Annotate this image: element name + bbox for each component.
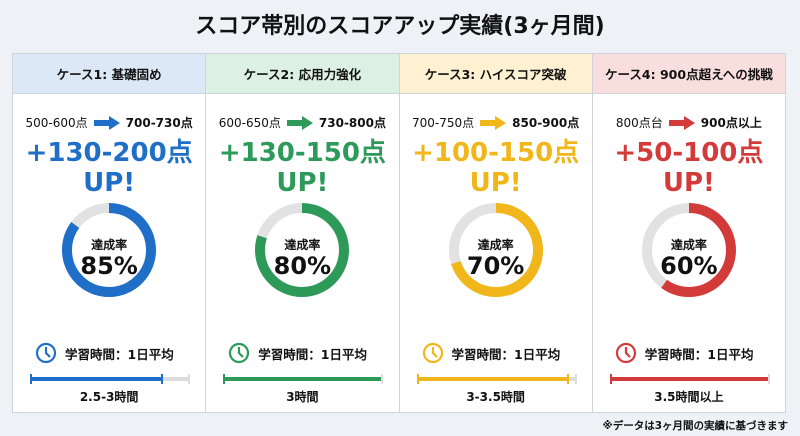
rate-label: 達成率	[670, 238, 707, 252]
clock-icon	[229, 342, 250, 364]
donut-arc	[641, 203, 736, 297]
score-range: 700-750点 850-900点	[400, 114, 592, 131]
study-time-bar	[30, 374, 190, 384]
case-header: ケース4: 900点超えへの挑戦	[592, 54, 785, 94]
case-cards: ケース1: 基礎固め 500-600点 700-730点 +130-200点 UP…	[12, 53, 786, 413]
up-text: UP!	[469, 168, 522, 198]
score-gain: +100-150点 UP!	[400, 138, 592, 198]
achievement-donut	[62, 203, 157, 297]
study-label: 学習時間：1日平均	[65, 346, 174, 362]
study-time: 学習時間：1日平均	[35, 342, 174, 364]
donut-arc	[448, 203, 543, 297]
study-label: 学習時間：1日平均	[258, 346, 367, 362]
up-text: UP!	[662, 168, 715, 198]
arrow-right-icon	[93, 115, 120, 130]
study-time-bar	[223, 374, 384, 384]
score-range: 500-600点 700-730点	[13, 114, 205, 131]
achievement-donut	[448, 203, 543, 297]
rate-value: 85%	[80, 252, 138, 280]
rate-value: 70%	[466, 252, 525, 280]
donut-arc	[255, 203, 350, 297]
study-hours: 3-3.5時間	[466, 390, 525, 404]
from-score: 800点台	[615, 116, 663, 130]
score-range: 800点台 900点以上	[593, 114, 785, 131]
arrow-right-icon	[480, 115, 507, 130]
achievement-donut	[255, 203, 350, 297]
case-card: ケース3: ハイスコア突破 700-750点 850-900点 +100-150…	[399, 54, 593, 412]
study-time: 学習時間：1日平均	[228, 342, 367, 364]
clock-icon	[615, 342, 636, 364]
gain-text: +100-150点	[412, 138, 580, 168]
gain-text: +130-150点	[218, 138, 386, 168]
score-range: 600-650点 730-800点	[206, 114, 398, 131]
from-score: 700-750点	[412, 116, 475, 130]
arrow-right-icon	[286, 115, 313, 130]
to-score: 850-900点	[512, 116, 580, 130]
score-gain: +130-150点 UP!	[206, 138, 398, 198]
case-header: ケース1: 基礎固め	[13, 54, 206, 94]
rate-value: 80%	[273, 252, 332, 280]
case-card: ケース2: 応用力強化 600-650点 730-800点 +130-150点 U…	[206, 54, 400, 412]
up-text: UP!	[83, 168, 136, 198]
study-label: 学習時間：1日平均	[644, 346, 754, 362]
from-score: 500-600点	[25, 116, 88, 130]
gain-text: +130-200点	[25, 138, 193, 168]
to-score: 900点以上	[700, 116, 762, 130]
case-card: ケース1: 基礎固め 500-600点 700-730点 +130-200点 UP…	[13, 54, 207, 412]
donut-arc	[62, 203, 157, 297]
rate-value: 60%	[660, 252, 718, 280]
rate-label: 達成率	[91, 238, 128, 252]
achievement-donut	[641, 203, 736, 297]
study-time: 学習時間：1日平均	[422, 342, 561, 364]
study-label: 学習時間：1日平均	[451, 346, 561, 362]
study-hours: 2.5-3時間	[79, 390, 139, 404]
study-time: 学習時間：1日平均	[615, 342, 754, 364]
case-header: ケース2: 応用力強化	[206, 54, 399, 94]
gain-text: +50-100点	[614, 138, 764, 168]
score-gain: +50-100点 UP!	[593, 138, 785, 198]
case-header: ケース3: ハイスコア突破	[399, 54, 592, 94]
score-gain: +130-200点 UP!	[13, 138, 205, 198]
page-title: スコア帯別のスコアアップ実績(3ヶ月間)	[195, 14, 605, 39]
study-hours: 3.5時間以上	[654, 390, 724, 404]
from-score: 600-650点	[218, 116, 281, 130]
to-score: 700-730点	[125, 116, 193, 130]
study-time-bar	[609, 374, 770, 384]
arrow-right-icon	[668, 115, 695, 130]
up-text: UP!	[276, 168, 329, 198]
rate-label: 達成率	[284, 238, 321, 252]
footnote: ※データは3ヶ月間の実績に基づきます	[602, 420, 788, 432]
clock-icon	[422, 342, 443, 364]
rate-label: 達成率	[477, 238, 514, 252]
study-time-bar	[416, 374, 577, 384]
clock-icon	[35, 342, 57, 364]
to-score: 730-800点	[318, 116, 386, 130]
study-hours: 3時間	[286, 390, 319, 404]
case-card: ケース4: 900点超えへの挑戦 800点台 900点以上 +50-100点 UP…	[592, 54, 785, 412]
